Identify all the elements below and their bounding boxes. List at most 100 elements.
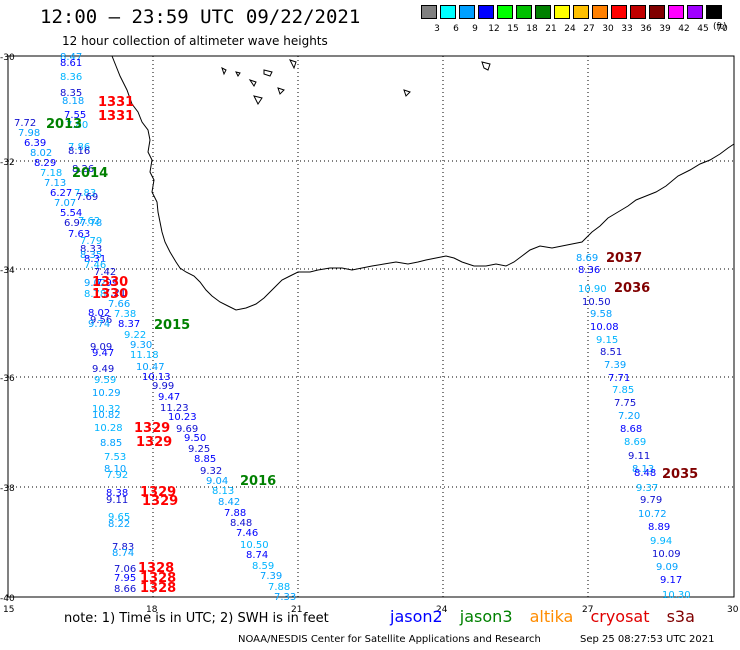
colorbar-swatch [440, 5, 456, 19]
wave-height-value: 7.63 [68, 229, 90, 240]
wave-height-value: 8.35 [60, 88, 82, 99]
wave-height-value: 9.79 [640, 495, 662, 506]
cycle-label: 1331 [98, 109, 134, 124]
map-title: 12:00 – 23:59 UTC 09/22/2021 [40, 6, 361, 28]
wave-height-value: 8.31 [84, 254, 106, 265]
wave-height-value: 11.23 [160, 403, 189, 414]
wave-height-value: 8.78 [84, 289, 106, 300]
wave-height-value: 9.22 [124, 330, 146, 341]
cycle-label: 1329 [140, 485, 176, 500]
wave-height-value: 7.39 [260, 571, 282, 582]
wave-height-value: 8.74 [246, 550, 268, 561]
wave-height-value: 9.25 [188, 444, 210, 455]
wave-height-value: 7.88 [268, 582, 290, 593]
wave-height-value: 10.32 [92, 404, 121, 415]
satellite-legend: jason2 jason3 altika cryosat s3a [390, 607, 707, 626]
longitude-label: 24 [436, 605, 448, 615]
cycle-label: 2036 [614, 281, 650, 296]
colorbar-label: 18 [526, 24, 538, 34]
wave-height-value: 6.27 [50, 188, 72, 199]
wave-height-value: 8.47 [60, 52, 82, 63]
wave-height-value: 7.06 [114, 564, 136, 575]
wave-height-value: 9.47 [92, 348, 114, 359]
wave-height-value: 7.38 [114, 309, 136, 320]
longitude-label: 21 [291, 605, 302, 615]
wave-height-value: 7.39 [604, 360, 626, 371]
wave-height-value: 8.85 [100, 438, 122, 449]
footer-note: note: 1) Time is in UTC; 2) SWH is in fe… [64, 611, 329, 626]
wave-height-value: 9.74 [88, 319, 110, 330]
wave-height-value: 7.85 [612, 385, 634, 396]
colorbar-swatch [706, 5, 722, 19]
wave-height-value: 7.21 [104, 288, 126, 299]
wave-height-value: 9.32 [200, 466, 222, 477]
wave-height-value: 8.37 [118, 319, 140, 330]
wave-height-value: 8.68 [620, 424, 642, 435]
cycle-labels: 1331133120132014133013302015132913292016… [46, 95, 698, 596]
colorbar-swatch [459, 5, 475, 19]
wave-height-value: 10.72 [638, 509, 667, 520]
cycle-label: 1328 [138, 561, 174, 576]
wave-height-value: 7.78 [80, 218, 102, 229]
wave-height-value: 8.38 [106, 488, 128, 499]
wave-height-value: 8.89 [648, 522, 670, 533]
wave-height-value: 9.37 [636, 483, 658, 494]
graticule [8, 56, 734, 597]
wave-height-value: 8.36 [60, 72, 82, 83]
wave-height-value: 8.16 [68, 146, 90, 157]
wave-height-value: 10.82 [92, 410, 121, 421]
colorbar-label: 45 [697, 24, 709, 34]
wave-height-value: 7.53 [104, 452, 126, 463]
colorbar-label: 6 [453, 24, 459, 34]
colorbar-label: 24 [564, 24, 576, 34]
wave-height-value: 10.13 [142, 372, 171, 383]
colorbar-label: 30 [602, 24, 614, 34]
wave-height-value: 9.30 [130, 340, 152, 351]
wave-height-value: 9.02 [84, 278, 106, 289]
wave-height-value: 8.29 [34, 158, 56, 169]
wave-height-value: 7.75 [614, 398, 636, 409]
colorbar-label: 9 [472, 24, 478, 34]
colorbar-swatch [649, 5, 665, 19]
wave-height-value: 8.18 [62, 96, 84, 107]
legend-s3a: s3a [666, 607, 695, 626]
wave-height-value: 9.56 [90, 315, 112, 326]
wave-height-value: 6.39 [24, 138, 46, 149]
wave-height-value: 8.74 [112, 548, 134, 559]
islands [221, 59, 491, 105]
colorbar-swatch [611, 5, 627, 19]
cycle-label: 1329 [142, 494, 178, 509]
legend-jason2: jason2 [390, 607, 443, 626]
wave-height-value: 7.99 [96, 278, 118, 289]
colorbar-swatch [687, 5, 703, 19]
wave-height-value: 8.26 [72, 164, 94, 175]
wave-height-value: 8.85 [194, 454, 216, 465]
colorbar-label: 42 [678, 24, 690, 34]
wave-height-value: 9.50 [184, 433, 206, 444]
wave-height-value: 7.55 [64, 110, 86, 121]
wave-height-value: 7.69 [76, 192, 98, 203]
legend-altika: altika [529, 607, 574, 626]
colorbar-swatch [516, 5, 532, 19]
wave-height-value: 8.33 [80, 244, 102, 255]
wave-height-value: 7.42 [94, 267, 116, 278]
wave-height-value: 7.83 [74, 188, 96, 199]
wave-height-value: 7.79 [80, 236, 102, 247]
wave-height-value: 8.69 [624, 437, 646, 448]
wave-height-value: 8.48 [634, 468, 656, 479]
colorbar-label: 15 [507, 24, 519, 34]
wave-height-value: 9.58 [590, 309, 612, 320]
legend-cryosat: cryosat [590, 607, 650, 626]
longitude-label: 27 [582, 605, 593, 615]
colorbar-label: 39 [659, 24, 671, 34]
colorbar-swatch [535, 5, 551, 19]
wave-height-value: 7.20 [618, 411, 640, 422]
generation-date: Sep 25 08:27:53 UTC 2021 [580, 634, 715, 645]
wave-height-value: 7.95 [114, 573, 136, 584]
cycle-label: 1328 [140, 581, 176, 596]
wave-height-value: 8.48 [230, 518, 252, 529]
wave-height-value: 9.99 [152, 381, 174, 392]
wave-height-value: 8.61 [60, 58, 82, 69]
wave-height-value: 8.02 [30, 148, 52, 159]
wave-height-value: 10.50 [582, 297, 611, 308]
